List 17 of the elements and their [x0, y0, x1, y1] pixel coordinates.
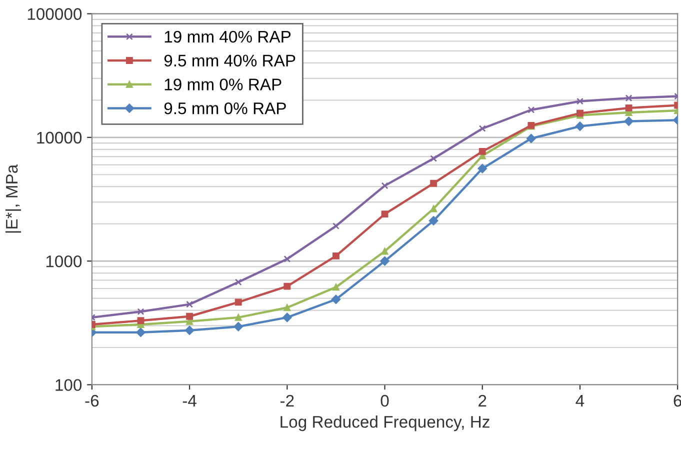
y-tick-label: 100	[56, 379, 82, 391]
y-tick-label: 1000	[46, 255, 82, 268]
x-tick-label: -4	[182, 395, 196, 407]
y-tick-label: 100000	[28, 8, 82, 20]
legend-label: 19 mm 40% RAP	[164, 30, 291, 43]
y-axis-title: |E*|, MPa	[5, 164, 22, 233]
legend-label: 9.5 mm 40% RAP	[164, 54, 296, 67]
x-tick-label: -2	[280, 394, 294, 407]
legend-label: 19 mm 0% RAP	[164, 78, 282, 90]
legend-label: 9.5 mm 0% RAP	[164, 102, 286, 114]
y-tick-label: 10000	[37, 132, 82, 144]
x-tick-label: 6	[674, 394, 681, 407]
x-tick-label: 2	[478, 394, 486, 407]
x-axis-title: Log Reduced Frequency, Hz	[280, 416, 490, 432]
x-tick-label: 4	[576, 395, 584, 407]
x-tick-label: 0	[380, 394, 389, 407]
x-tick-label: -6	[85, 394, 99, 407]
